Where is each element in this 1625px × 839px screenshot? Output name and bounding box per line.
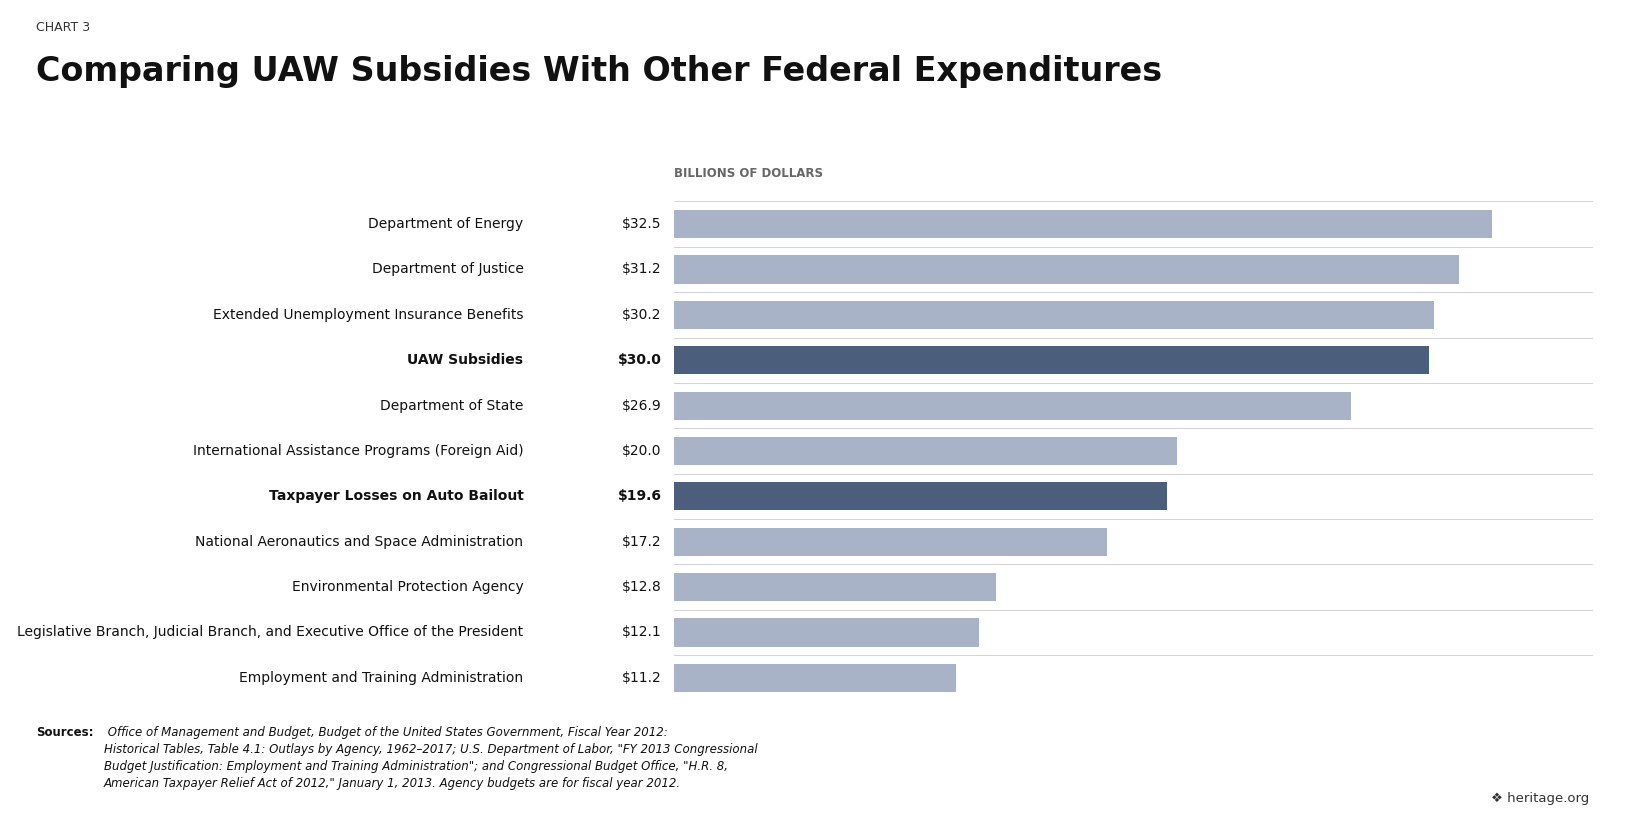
Text: Department of State: Department of State xyxy=(380,399,523,413)
Bar xyxy=(674,437,1178,465)
Text: Sources:: Sources: xyxy=(36,726,93,738)
Bar xyxy=(674,528,1107,555)
Text: Legislative Branch, Judicial Branch, and Executive Office of the President: Legislative Branch, Judicial Branch, and… xyxy=(18,626,523,639)
Text: $20.0: $20.0 xyxy=(622,444,661,458)
Bar xyxy=(674,255,1459,284)
Text: $32.5: $32.5 xyxy=(622,217,661,231)
Bar xyxy=(674,618,978,647)
Text: UAW Subsidies: UAW Subsidies xyxy=(408,353,523,367)
Text: $31.2: $31.2 xyxy=(622,263,661,276)
Text: BILLIONS OF DOLLARS: BILLIONS OF DOLLARS xyxy=(674,168,824,180)
Text: Taxpayer Losses on Auto Bailout: Taxpayer Losses on Auto Bailout xyxy=(268,489,523,503)
Text: $11.2: $11.2 xyxy=(622,671,661,685)
Bar xyxy=(674,347,1428,374)
Bar xyxy=(674,392,1350,420)
Text: Department of Energy: Department of Energy xyxy=(369,217,523,231)
Text: Comparing UAW Subsidies With Other Federal Expenditures: Comparing UAW Subsidies With Other Feder… xyxy=(36,55,1162,87)
Text: $12.8: $12.8 xyxy=(622,580,661,594)
Bar xyxy=(674,573,996,602)
Text: Office of Management and Budget, Budget of the United States Government, Fiscal : Office of Management and Budget, Budget … xyxy=(104,726,757,789)
Bar xyxy=(674,664,956,692)
Text: National Aeronautics and Space Administration: National Aeronautics and Space Administr… xyxy=(195,534,523,549)
Text: CHART 3: CHART 3 xyxy=(36,21,89,34)
Text: Environmental Protection Agency: Environmental Protection Agency xyxy=(292,580,523,594)
Text: $30.2: $30.2 xyxy=(622,308,661,322)
Text: ❖ heritage.org: ❖ heritage.org xyxy=(1492,793,1589,805)
Text: Employment and Training Administration: Employment and Training Administration xyxy=(239,671,523,685)
Text: Department of Justice: Department of Justice xyxy=(372,263,523,276)
Text: International Assistance Programs (Foreign Aid): International Assistance Programs (Forei… xyxy=(193,444,523,458)
Text: $12.1: $12.1 xyxy=(622,626,661,639)
Bar xyxy=(674,482,1167,510)
Text: $19.6: $19.6 xyxy=(618,489,661,503)
Bar xyxy=(674,210,1492,238)
Bar xyxy=(674,300,1433,329)
Text: Extended Unemployment Insurance Benefits: Extended Unemployment Insurance Benefits xyxy=(213,308,523,322)
Text: $30.0: $30.0 xyxy=(618,353,661,367)
Text: $17.2: $17.2 xyxy=(622,534,661,549)
Text: $26.9: $26.9 xyxy=(622,399,661,413)
